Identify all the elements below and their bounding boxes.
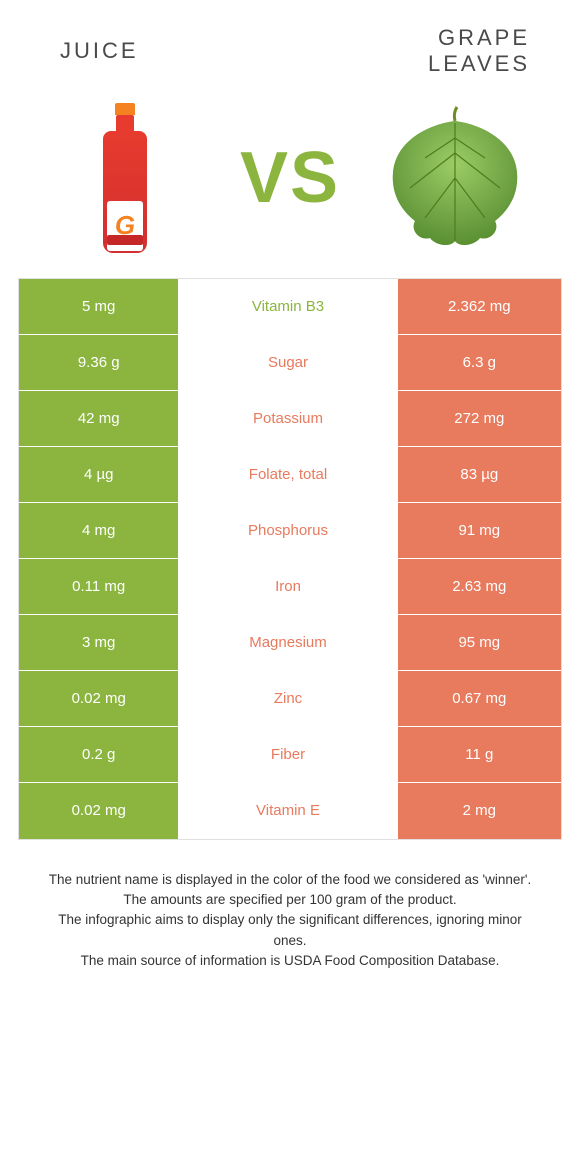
- nutrient-label: Zinc: [178, 671, 397, 726]
- right-title: GRAPE LEAVES: [295, 25, 540, 78]
- right-title-line1: GRAPE: [438, 25, 530, 50]
- nutrient-label: Folate, total: [178, 447, 397, 502]
- left-value: 4 mg: [19, 503, 178, 558]
- right-value: 95 mg: [398, 615, 561, 670]
- footer-line2: The amounts are specified per 100 gram o…: [40, 890, 540, 910]
- grape-leaf-icon: [375, 103, 535, 253]
- table-row: 0.02 mgZinc0.67 mg: [19, 671, 561, 727]
- vs-text: VS: [240, 137, 340, 219]
- table-row: 4 µgFolate, total83 µg: [19, 447, 561, 503]
- footer-line3: The infographic aims to display only the…: [40, 910, 540, 951]
- left-value: 0.02 mg: [19, 783, 178, 839]
- left-value: 5 mg: [19, 279, 178, 334]
- footer-line1: The nutrient name is displayed in the co…: [40, 870, 540, 890]
- left-value: 0.02 mg: [19, 671, 178, 726]
- table-row: 5 mgVitamin B32.362 mg: [19, 279, 561, 335]
- right-value: 11 g: [398, 727, 561, 782]
- images-row: G VS: [0, 88, 580, 278]
- table-row: 4 mgPhosphorus91 mg: [19, 503, 561, 559]
- table-row: 3 mgMagnesium95 mg: [19, 615, 561, 671]
- left-value: 9.36 g: [19, 335, 178, 390]
- nutrient-label: Magnesium: [178, 615, 397, 670]
- header: JUICE GRAPE LEAVES: [0, 0, 580, 88]
- nutrient-label: Fiber: [178, 727, 397, 782]
- left-value: 4 µg: [19, 447, 178, 502]
- right-value: 272 mg: [398, 391, 561, 446]
- right-image: [370, 98, 540, 258]
- nutrient-label: Sugar: [178, 335, 397, 390]
- bottle-icon: G: [103, 103, 147, 253]
- right-value: 6.3 g: [398, 335, 561, 390]
- left-value: 3 mg: [19, 615, 178, 670]
- left-value: 42 mg: [19, 391, 178, 446]
- right-value: 2.63 mg: [398, 559, 561, 614]
- table-row: 9.36 gSugar6.3 g: [19, 335, 561, 391]
- right-value: 83 µg: [398, 447, 561, 502]
- table-row: 0.02 mgVitamin E2 mg: [19, 783, 561, 839]
- nutrient-label: Vitamin E: [178, 783, 397, 839]
- table-row: 42 mgPotassium272 mg: [19, 391, 561, 447]
- nutrient-label: Vitamin B3: [178, 279, 397, 334]
- right-value: 2.362 mg: [398, 279, 561, 334]
- table-row: 0.2 gFiber11 g: [19, 727, 561, 783]
- footer-line4: The main source of information is USDA F…: [40, 951, 540, 971]
- left-value: 0.11 mg: [19, 559, 178, 614]
- right-title-line2: LEAVES: [428, 51, 530, 76]
- right-value: 0.67 mg: [398, 671, 561, 726]
- footer: The nutrient name is displayed in the co…: [0, 840, 580, 971]
- table-row: 0.11 mgIron2.63 mg: [19, 559, 561, 615]
- comparison-table: 5 mgVitamin B32.362 mg9.36 gSugar6.3 g42…: [18, 278, 562, 840]
- nutrient-label: Iron: [178, 559, 397, 614]
- left-value: 0.2 g: [19, 727, 178, 782]
- right-value: 91 mg: [398, 503, 561, 558]
- nutrient-label: Phosphorus: [178, 503, 397, 558]
- left-image: G: [40, 98, 210, 258]
- nutrient-label: Potassium: [178, 391, 397, 446]
- right-value: 2 mg: [398, 783, 561, 839]
- left-title: JUICE: [40, 38, 295, 64]
